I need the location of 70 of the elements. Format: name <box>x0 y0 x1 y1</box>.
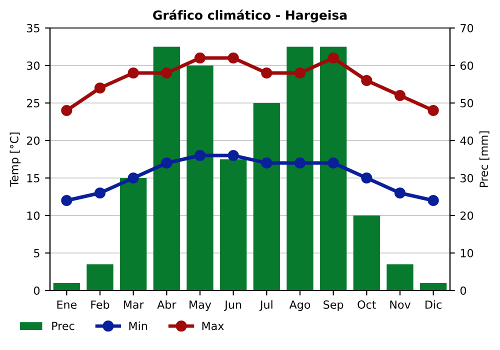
y-tick-label: 5 <box>34 249 40 258</box>
y-tick-label: 0 <box>34 286 40 295</box>
bar <box>420 283 447 290</box>
y-axis-title: Temp [°C] <box>10 132 21 187</box>
point <box>361 74 372 86</box>
x-tick-label: Abr <box>157 300 176 309</box>
y2-tick-label: 60 <box>460 61 474 70</box>
bar <box>386 264 414 290</box>
legend-label: Min <box>129 322 147 330</box>
y-tick-label: 25 <box>26 98 40 108</box>
x-tick-label: Jun <box>224 300 242 311</box>
bar <box>86 264 114 290</box>
point <box>261 67 272 79</box>
y2-tick-label: 70 <box>460 24 474 32</box>
y2-tick-label: 20 <box>460 211 474 220</box>
point <box>128 67 139 79</box>
bar <box>186 66 214 290</box>
bar <box>153 46 180 290</box>
x-tick-label: Jul <box>259 300 272 311</box>
x-tick-label: Nov <box>390 300 411 309</box>
point <box>394 90 406 102</box>
y2-axis-title: Prec [mm] <box>479 131 490 187</box>
x-tick-label: May <box>190 300 212 311</box>
point <box>94 187 106 199</box>
x-tick-label: Feb <box>91 300 110 309</box>
chart-title: Gráfico climático - Hargeisa <box>153 10 347 22</box>
legend-label: Max <box>202 322 224 330</box>
y2-tick-label: 10 <box>460 248 474 258</box>
bar <box>286 46 314 290</box>
x-tick-label: Ene <box>57 300 77 309</box>
bar <box>353 216 380 290</box>
point <box>194 52 206 64</box>
y2-tick-label: 0 <box>460 286 466 295</box>
point <box>161 67 172 79</box>
y2-tick-label: 50 <box>460 98 474 108</box>
point <box>194 150 206 162</box>
point <box>294 157 306 169</box>
x-tick-label: Mar <box>124 300 144 309</box>
point <box>361 172 372 184</box>
point <box>61 104 72 116</box>
point <box>228 52 239 64</box>
x-tick-label: Oct <box>358 300 376 309</box>
legend-label: Prec <box>52 322 74 330</box>
point <box>328 52 339 64</box>
point <box>328 157 339 169</box>
bar <box>253 103 280 290</box>
point <box>261 157 272 169</box>
x-tick-label: Sep <box>324 300 344 311</box>
point <box>228 150 239 162</box>
bar <box>320 46 347 290</box>
bar <box>220 159 247 290</box>
y-tick-label: 30 <box>26 61 40 70</box>
point <box>294 67 306 79</box>
point <box>161 157 172 169</box>
x-tick-label: Dic <box>426 300 442 309</box>
point <box>128 172 139 184</box>
y2-tick-label: 30 <box>460 174 474 182</box>
y-tick-label: 15 <box>27 174 40 182</box>
point <box>428 194 439 206</box>
point <box>428 104 439 116</box>
y-tick-label: 20 <box>26 136 40 145</box>
point <box>61 194 72 206</box>
bar <box>53 283 80 290</box>
y-tick-label: 35 <box>26 24 40 32</box>
point <box>394 187 406 199</box>
point <box>94 82 106 94</box>
bar <box>120 178 147 290</box>
y2-tick-label: 40 <box>460 136 474 145</box>
x-tick-label: Ago <box>289 300 310 311</box>
y-tick-label: 10 <box>27 211 40 220</box>
